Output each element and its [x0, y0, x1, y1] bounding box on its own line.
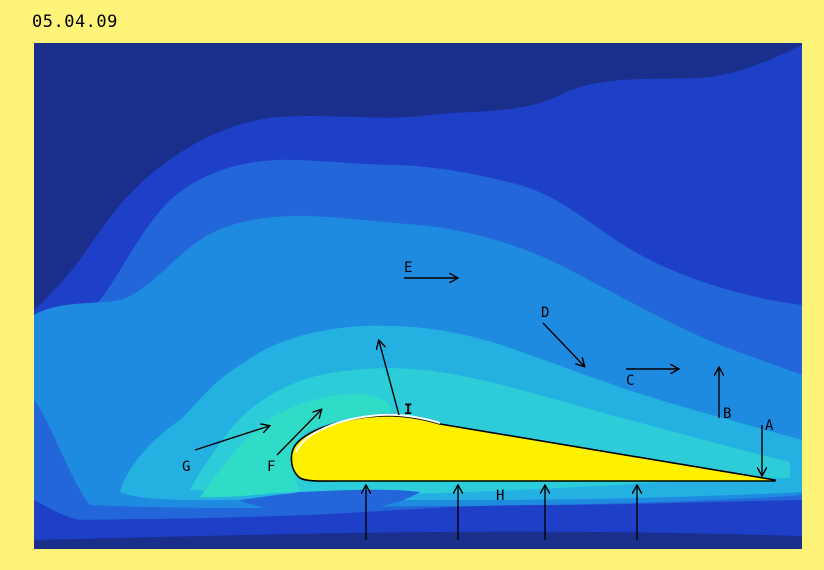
label-e: E	[404, 260, 412, 276]
pressure-field-plot: A B C D E F G H I	[34, 43, 802, 549]
band-teal	[200, 394, 391, 498]
arrow-g	[194, 426, 269, 451]
label-b: B	[723, 406, 731, 422]
airfoil-upper-edge	[295, 413, 441, 453]
label-g: G	[182, 459, 190, 475]
label-d: D	[541, 305, 549, 321]
label-c: C	[626, 373, 634, 389]
band-darkest-top	[34, 43, 802, 310]
label-a: A	[765, 418, 774, 434]
arrow-d	[542, 322, 584, 366]
label-h: H	[496, 488, 504, 504]
band-bottom-dark	[34, 531, 802, 549]
date-label: 05.04.09	[32, 12, 118, 32]
arrow-f	[276, 410, 321, 456]
label-i: I	[404, 402, 412, 418]
label-f: F	[267, 459, 275, 475]
force-arrows	[194, 278, 762, 540]
arrow-i	[379, 341, 400, 416]
band-under-mid	[240, 489, 420, 512]
